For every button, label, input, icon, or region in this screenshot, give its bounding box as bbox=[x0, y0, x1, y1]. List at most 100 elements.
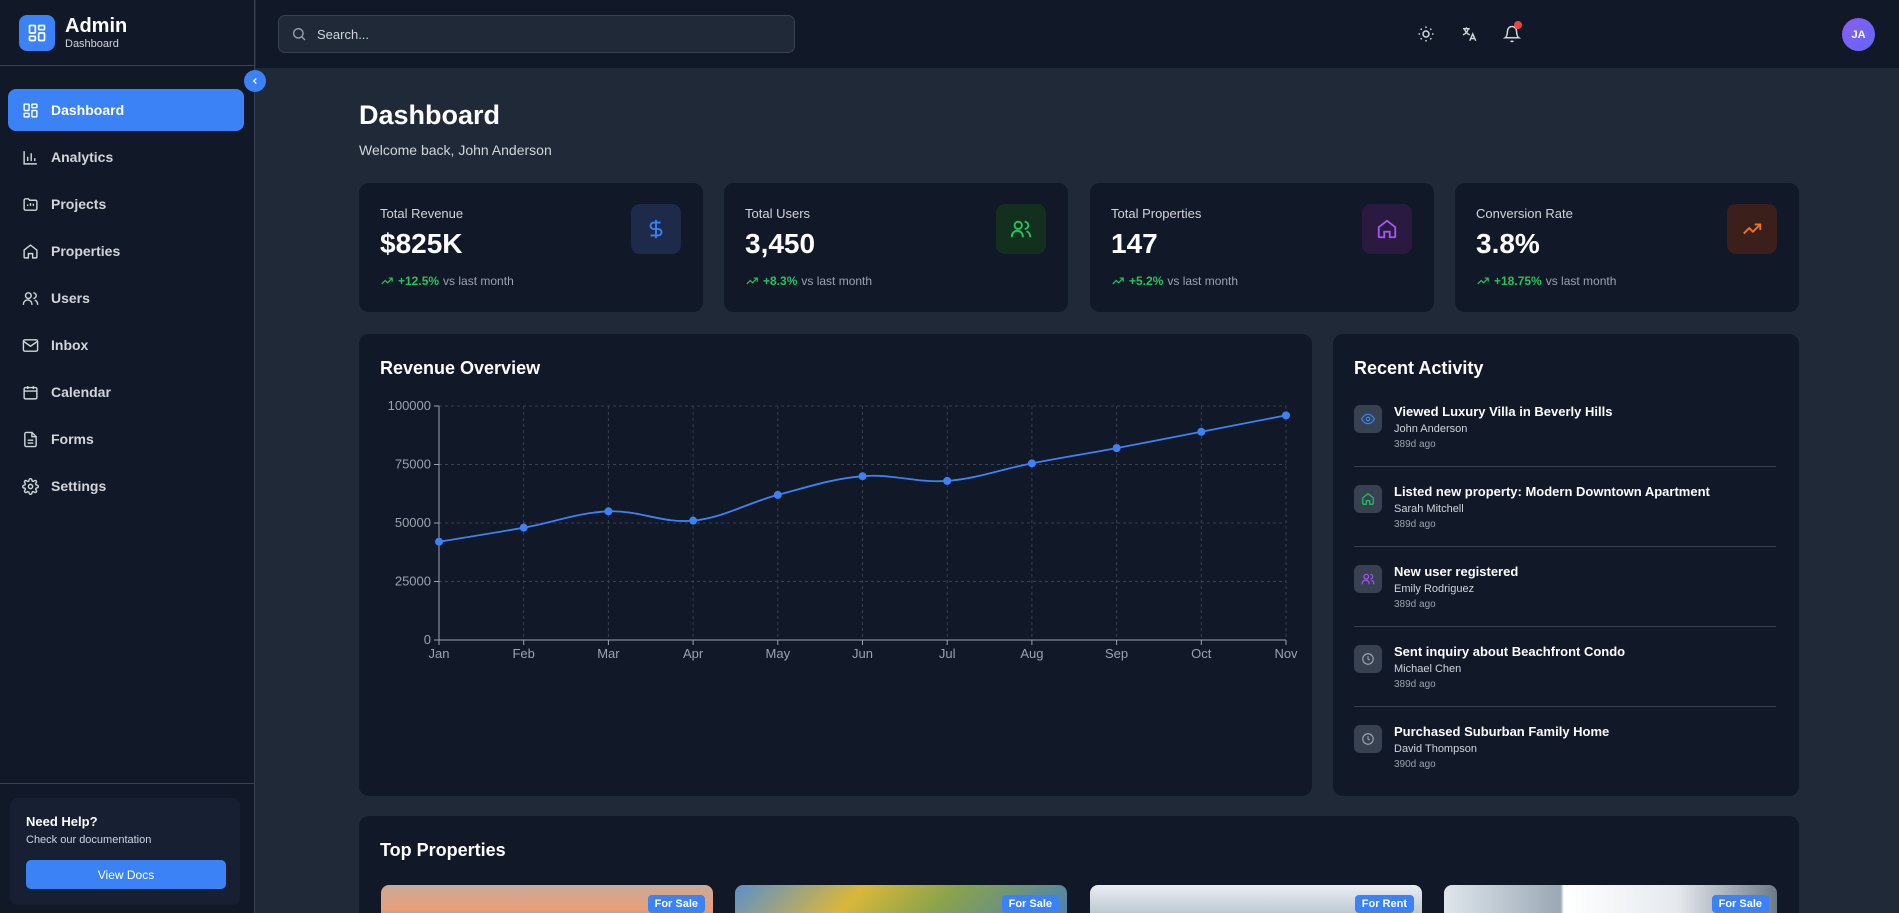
activity-user: John Anderson bbox=[1394, 423, 1468, 435]
property-badge: For Sale bbox=[1711, 895, 1769, 913]
sidebar-item-label: Dashboard bbox=[51, 102, 125, 118]
activity-item[interactable]: Sent inquiry about Beachfront Condo Mich… bbox=[1354, 640, 1776, 720]
clock-icon bbox=[1354, 645, 1382, 673]
activity-user: Michael Chen bbox=[1394, 663, 1462, 675]
y-tick-label: 50000 bbox=[395, 515, 431, 530]
view-docs-button[interactable]: View Docs bbox=[26, 860, 226, 889]
x-tick-label: Jan bbox=[429, 646, 450, 661]
sidebar-item-dashboard[interactable]: Dashboard bbox=[8, 89, 244, 131]
x-tick-label: Jul bbox=[939, 646, 956, 661]
property-card[interactable]: For Sale bbox=[381, 885, 713, 913]
data-point bbox=[943, 476, 952, 485]
x-tick-label: Jun bbox=[852, 646, 873, 661]
stat-card-properties: Total Properties 147 +5.2% vs last month bbox=[1090, 183, 1434, 312]
activity-item[interactable]: Purchased Suburban Family Home David Tho… bbox=[1354, 720, 1776, 800]
sidebar-item-label: Settings bbox=[51, 478, 107, 494]
property-card[interactable]: For Sale bbox=[1444, 885, 1777, 913]
activity-item[interactable]: New user registered Emily Rodriguez 389d… bbox=[1354, 560, 1776, 640]
activity-time: 389d ago bbox=[1394, 599, 1436, 610]
activity-item[interactable]: Listed new property: Modern Downtown Apa… bbox=[1354, 480, 1776, 560]
chevron-left-icon bbox=[252, 78, 257, 84]
data-point bbox=[519, 523, 528, 532]
activity-time: 389d ago bbox=[1394, 679, 1436, 690]
x-tick-label: Sep bbox=[1105, 646, 1128, 661]
sidebar: Admin Dashboard Dashboard Analytics Proj… bbox=[0, 0, 255, 913]
divider bbox=[1354, 706, 1776, 707]
property-card[interactable]: For Sale bbox=[735, 885, 1067, 913]
stat-change-suffix: vs last month bbox=[1167, 274, 1239, 288]
help-title: Need Help? bbox=[26, 814, 98, 829]
sidebar-item-inbox[interactable]: Inbox bbox=[8, 324, 244, 366]
activity-item[interactable]: Viewed Luxury Villa in Beverly Hills Joh… bbox=[1354, 400, 1776, 480]
search-input[interactable] bbox=[317, 26, 767, 42]
y-tick-label: 75000 bbox=[395, 457, 431, 472]
eye-icon bbox=[1354, 405, 1382, 433]
mail-icon bbox=[22, 338, 39, 352]
brand[interactable]: Admin Dashboard bbox=[0, 0, 254, 66]
revenue-panel: Revenue Overview 0 25000 50000 75000 100000 J… bbox=[359, 334, 1312, 796]
collapse-sidebar-button[interactable] bbox=[244, 70, 266, 92]
stat-value: $825K bbox=[380, 228, 463, 259]
stat-change-suffix: vs last month bbox=[1545, 274, 1617, 288]
users-icon bbox=[1354, 565, 1382, 593]
stat-label: Total Revenue bbox=[380, 206, 464, 221]
sidebar-item-label: Properties bbox=[51, 243, 121, 259]
sidebar-item-users[interactable]: Users bbox=[8, 277, 244, 319]
avatar[interactable]: JA bbox=[1842, 18, 1875, 51]
y-tick-label: 100000 bbox=[388, 398, 431, 413]
sidebar-item-calendar[interactable]: Calendar bbox=[8, 371, 244, 413]
page-title: Dashboard bbox=[359, 100, 501, 130]
trending-up-icon bbox=[746, 277, 758, 285]
property-card[interactable]: For Rent bbox=[1090, 885, 1422, 913]
data-point bbox=[1027, 459, 1036, 468]
users-icon bbox=[996, 204, 1046, 254]
data-point bbox=[435, 537, 443, 546]
dashboard-logo-icon bbox=[19, 14, 55, 51]
property-badge: For Sale bbox=[647, 895, 705, 913]
stat-card-revenue: Total Revenue $825K +12.5% vs last month bbox=[359, 183, 703, 312]
divider bbox=[1354, 546, 1776, 547]
stat-label: Conversion Rate bbox=[1476, 206, 1573, 221]
sidebar-item-projects[interactable]: Projects bbox=[8, 183, 244, 225]
stat-card-conversion: Conversion Rate 3.8% +18.75% vs last mon… bbox=[1455, 183, 1799, 312]
sidebar-item-forms[interactable]: Forms bbox=[8, 418, 244, 460]
sidebar-item-analytics[interactable]: Analytics bbox=[8, 136, 244, 178]
gear-icon bbox=[22, 477, 39, 495]
language-button[interactable] bbox=[1458, 23, 1480, 45]
search-icon bbox=[293, 28, 306, 41]
y-tick-label: 0 bbox=[424, 632, 431, 647]
sidebar-item-settings[interactable]: Settings bbox=[8, 465, 244, 507]
stat-change: +8.3% bbox=[763, 274, 798, 288]
activity-time: 389d ago bbox=[1394, 519, 1436, 530]
theme-toggle-button[interactable] bbox=[1415, 23, 1437, 45]
search-box[interactable] bbox=[278, 15, 795, 53]
dollar-icon bbox=[631, 204, 681, 254]
stat-change: +18.75% bbox=[1494, 274, 1542, 288]
trending-up-icon bbox=[381, 277, 393, 285]
notifications-button[interactable] bbox=[1501, 21, 1523, 45]
stat-change-suffix: vs last month bbox=[801, 274, 873, 288]
stat-change: +12.5% bbox=[398, 274, 440, 288]
sidebar-item-properties[interactable]: Properties bbox=[8, 230, 244, 272]
activity-panel: Recent Activity Viewed Luxury Villa in B… bbox=[1333, 334, 1799, 796]
activity-title-text: Viewed Luxury Villa in Beverly Hills bbox=[1394, 404, 1613, 419]
x-tick-label: Aug bbox=[1020, 646, 1043, 661]
home-icon bbox=[1362, 204, 1412, 254]
divider bbox=[1354, 466, 1776, 467]
trending-up-icon bbox=[1112, 277, 1124, 285]
data-point bbox=[858, 472, 867, 481]
x-tick-label: Apr bbox=[683, 646, 704, 661]
data-point bbox=[604, 507, 613, 516]
bell-icon bbox=[1503, 25, 1521, 43]
activity-user: David Thompson bbox=[1394, 743, 1477, 755]
revenue-chart: 0 25000 50000 75000 100000 Jan Feb Mar Apr May Jun… bbox=[388, 398, 1298, 661]
activity-title-text: Sent inquiry about Beachfront Condo bbox=[1394, 644, 1626, 659]
x-tick-label: Mar bbox=[597, 646, 620, 661]
property-badge: For Rent bbox=[1354, 895, 1414, 913]
sidebar-divider bbox=[0, 783, 255, 784]
revenue-title: Revenue Overview bbox=[380, 358, 541, 378]
sidebar-nav: Dashboard Analytics Projects Properties … bbox=[8, 89, 244, 512]
sidebar-item-label: Users bbox=[51, 290, 90, 306]
sidebar-item-label: Projects bbox=[51, 196, 107, 212]
x-tick-label: Nov bbox=[1274, 646, 1298, 661]
